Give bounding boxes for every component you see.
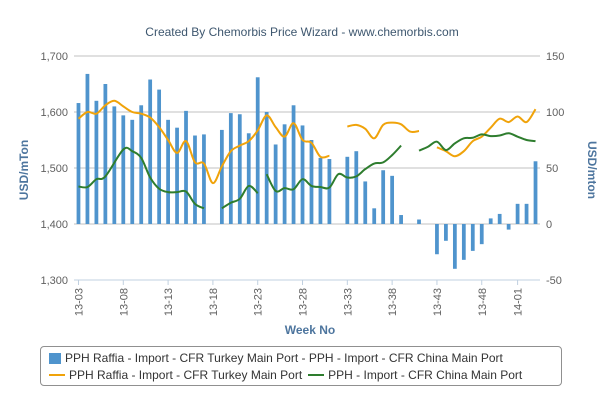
bar xyxy=(515,203,520,224)
bar xyxy=(435,224,439,255)
y-tick-label-right: 150 xyxy=(546,51,564,63)
bar xyxy=(246,133,251,224)
bar xyxy=(327,159,332,224)
bar xyxy=(354,151,359,224)
china-line xyxy=(418,132,536,152)
bar xyxy=(148,79,153,225)
y-tick-label-left: 1,300 xyxy=(40,275,68,287)
turkey-line xyxy=(347,121,420,140)
x-tick-label: 14-01 xyxy=(513,288,525,316)
bar xyxy=(300,125,305,224)
x-tick-label: 13-18 xyxy=(208,288,220,316)
chart-svg: 1,300 -50 1,400 0 1,500 50 1,600 100 1,700 150 13-… xyxy=(17,51,599,337)
legend-item-china[interactable]: PPH - Import - CFR China Main Port xyxy=(308,368,522,382)
y-tick-label-right: 50 xyxy=(546,163,558,175)
turkey-line xyxy=(436,108,537,158)
bar xyxy=(255,77,260,224)
china-line xyxy=(78,146,205,210)
gridlines xyxy=(74,55,540,281)
bar xyxy=(399,215,403,224)
bar xyxy=(417,219,421,224)
legend: PPH Raffia - Import - CFR Turkey Main Po… xyxy=(40,346,562,386)
legend-label-bar-spread: PPH Raffia - Import - CFR Turkey Main Po… xyxy=(65,351,503,365)
legend-label-china: PPH - Import - CFR China Main Port xyxy=(328,368,523,382)
y-tick-label-right: 100 xyxy=(546,107,564,119)
legend-label-turkey: PPH Raffia - Import - CFR Turkey Main Po… xyxy=(69,368,303,382)
bar xyxy=(121,115,126,224)
bar xyxy=(184,110,188,224)
x-tick-label: 13-08 xyxy=(118,288,130,316)
x-tick-label: 13-28 xyxy=(298,288,310,316)
legend-swatch-bar xyxy=(49,352,61,364)
x-tick-label: 13-48 xyxy=(477,288,489,316)
bar xyxy=(381,170,386,224)
chart-title: Created By Chemorbis Price Wizard - www.… xyxy=(145,25,459,39)
legend-item-turkey[interactable]: PPH Raffia - Import - CFR Turkey Main Po… xyxy=(49,368,302,382)
x-tick-label: 13-38 xyxy=(387,288,399,316)
y-tick-label-right: 0 xyxy=(546,219,552,231)
x-tick-label: 13-43 xyxy=(432,288,444,316)
bar xyxy=(85,73,90,224)
bar xyxy=(533,161,538,224)
bar-series[interactable] xyxy=(76,73,538,269)
bar xyxy=(309,140,314,224)
bar xyxy=(488,218,493,224)
bar xyxy=(444,224,448,241)
turkey-line xyxy=(77,99,330,185)
x-tick-label: 13-03 xyxy=(73,288,85,316)
y-axis-left-title: USD/mTon xyxy=(17,140,31,200)
bar xyxy=(76,103,81,224)
bar xyxy=(130,119,135,224)
legend-swatch-china xyxy=(308,374,325,376)
x-tick-label: 13-33 xyxy=(342,288,354,316)
bar xyxy=(390,175,395,224)
y-tick-label-left: 1,600 xyxy=(40,107,68,119)
legend-item-bar-spread[interactable]: PPH Raffia - Import - CFR Turkey Main Po… xyxy=(49,351,503,365)
bar xyxy=(228,113,233,224)
bar xyxy=(166,119,170,224)
bar xyxy=(497,213,502,224)
bar xyxy=(470,224,475,251)
y-tick-label-left: 1,400 xyxy=(40,219,68,231)
y-tick-label-left: 1,700 xyxy=(40,51,68,63)
bar xyxy=(264,112,269,224)
bar xyxy=(345,156,350,224)
bar xyxy=(112,106,117,224)
bar xyxy=(461,224,466,260)
x-tick-label: 13-23 xyxy=(253,288,265,316)
bar xyxy=(363,181,368,224)
bar xyxy=(237,114,242,224)
bar xyxy=(318,157,323,224)
china-line xyxy=(221,184,259,210)
bar xyxy=(291,105,296,224)
bar xyxy=(94,100,99,224)
bar xyxy=(202,134,206,224)
bar xyxy=(139,105,144,224)
y-tick-label-right: -50 xyxy=(546,275,562,287)
bar xyxy=(193,135,197,224)
bar xyxy=(282,124,287,224)
bar xyxy=(524,203,529,224)
axes: 1,300 -50 1,400 0 1,500 50 1,600 100 1,700 150 13-… xyxy=(40,51,564,316)
y-axis-right-title: USD/mton xyxy=(585,141,599,199)
legend-swatch-turkey xyxy=(49,374,65,376)
x-axis-title: Week No xyxy=(285,323,335,337)
x-tick-label: 13-13 xyxy=(163,288,175,316)
china-line xyxy=(265,144,402,193)
bar xyxy=(175,127,179,224)
line-series[interactable] xyxy=(77,99,537,210)
bar xyxy=(273,144,278,224)
bar xyxy=(372,208,377,224)
bar xyxy=(157,89,162,224)
bar xyxy=(479,224,484,245)
bar xyxy=(506,224,511,230)
bar xyxy=(103,84,108,224)
bar xyxy=(219,129,224,224)
y-tick-label-left: 1,500 xyxy=(40,163,68,175)
bar xyxy=(452,224,457,269)
